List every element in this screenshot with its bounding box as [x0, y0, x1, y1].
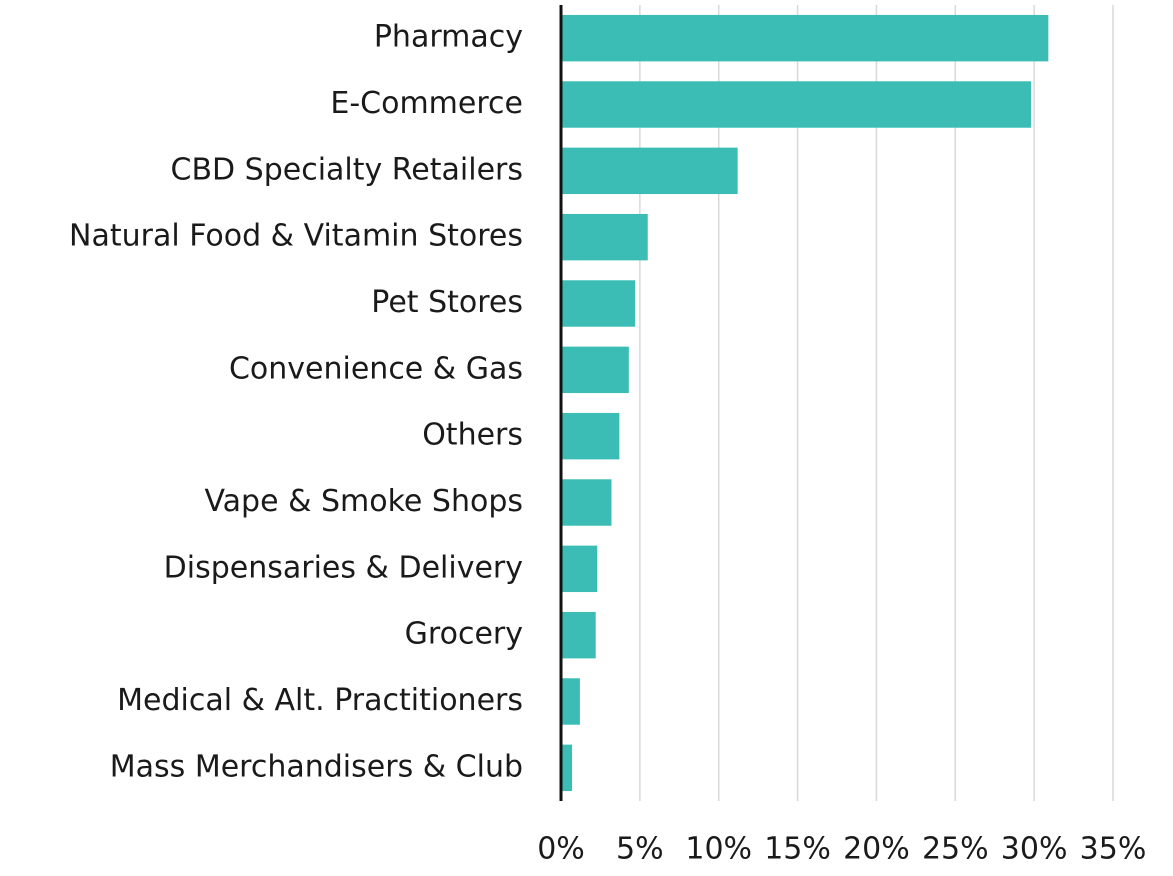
y-tick-label: E-Commerce: [330, 86, 523, 121]
x-tick-label: 15%: [764, 832, 831, 867]
bar: [561, 611, 596, 659]
y-tick-label: Mass Merchandisers & Club: [110, 749, 523, 784]
x-tick-label: 5%: [616, 832, 664, 867]
bar: [561, 213, 648, 261]
bar: [561, 14, 1049, 62]
bar: [561, 479, 612, 526]
y-tick-label: Others: [422, 418, 523, 453]
y-tick-label: Grocery: [405, 617, 523, 652]
x-tick-label: 35%: [1080, 832, 1147, 867]
x-tick-label: 25%: [922, 832, 989, 867]
bar: [561, 81, 1031, 128]
y-tick-label: Medical & Alt. Practitioners: [117, 683, 523, 718]
x-tick-label: 20%: [843, 832, 910, 867]
bar: [561, 545, 598, 593]
bar: [561, 147, 738, 195]
bar: [561, 280, 636, 327]
y-tick-label: Vape & Smoke Shops: [204, 484, 523, 519]
x-tick-label: 30%: [1001, 832, 1068, 867]
bar: [561, 678, 580, 725]
y-tick-label: Pet Stores: [371, 285, 523, 320]
x-tick-label: 10%: [685, 832, 752, 867]
y-tick-label: Natural Food & Vitamin Stores: [69, 219, 523, 254]
y-tick-label: Convenience & Gas: [229, 351, 523, 386]
y-tick-label: Dispensaries & Delivery: [164, 550, 523, 585]
x-tick-label: 0%: [537, 832, 585, 867]
y-tick-label: Pharmacy: [374, 20, 523, 55]
y-tick-label: CBD Specialty Retailers: [171, 152, 524, 187]
bar: [561, 744, 573, 792]
bar: [561, 346, 629, 394]
bar: [561, 412, 620, 460]
